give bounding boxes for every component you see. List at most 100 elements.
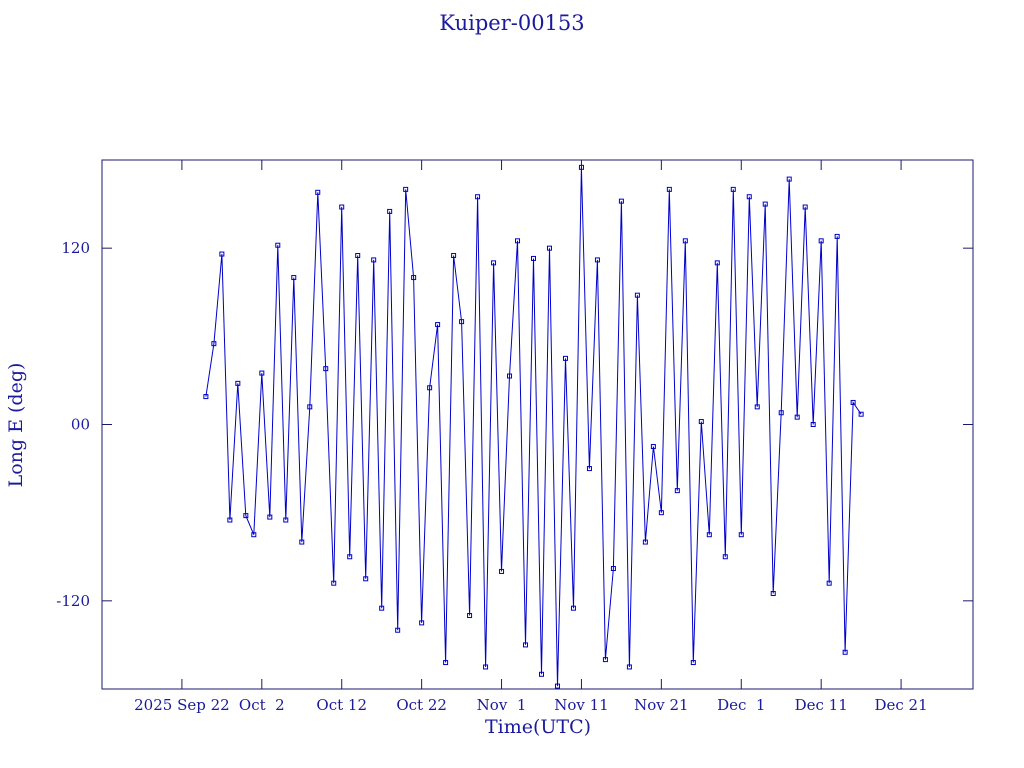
data-point bbox=[451, 253, 457, 259]
data-point bbox=[411, 275, 417, 281]
data-point bbox=[602, 657, 608, 663]
data-point bbox=[658, 510, 664, 516]
data-point bbox=[427, 385, 433, 391]
data-point bbox=[475, 194, 481, 200]
chart-title: Kuiper-00153 bbox=[439, 11, 584, 35]
data-point bbox=[251, 532, 257, 538]
data-point bbox=[315, 189, 321, 195]
data-point bbox=[810, 422, 816, 427]
data-point bbox=[339, 204, 345, 210]
y-axis-label: Long E (deg) bbox=[5, 363, 27, 488]
data-point bbox=[459, 319, 465, 325]
data-point bbox=[443, 660, 449, 666]
x-axis-label: Time(UTC) bbox=[485, 716, 591, 738]
data-point bbox=[770, 590, 776, 596]
data-point bbox=[483, 664, 489, 670]
y-tick-label: 00 bbox=[71, 416, 90, 434]
data-point bbox=[275, 242, 281, 248]
data-point bbox=[355, 253, 361, 259]
data-point bbox=[578, 164, 584, 170]
data-point bbox=[562, 355, 568, 361]
data-point bbox=[786, 176, 792, 182]
x-tick-label: Dec 11 bbox=[795, 696, 848, 714]
data-point bbox=[259, 370, 265, 376]
data-point bbox=[235, 380, 241, 386]
data-point bbox=[267, 514, 273, 520]
data-point bbox=[746, 194, 752, 200]
data-point bbox=[570, 605, 576, 611]
data-point bbox=[307, 404, 313, 410]
data-point bbox=[850, 399, 856, 405]
data-point bbox=[371, 257, 377, 263]
data-point bbox=[802, 204, 808, 210]
data-point bbox=[818, 238, 824, 244]
data-point bbox=[331, 580, 337, 586]
x-tick-label: 2025 Sep 22 bbox=[134, 696, 230, 714]
data-point bbox=[618, 198, 624, 204]
data-point bbox=[586, 466, 592, 472]
x-tick-label: Dec 21 bbox=[874, 696, 927, 714]
x-tick-label: Dec 1 bbox=[717, 696, 765, 714]
data-point bbox=[211, 341, 217, 347]
data-point bbox=[219, 251, 225, 257]
data-point bbox=[395, 627, 401, 633]
data-point bbox=[858, 411, 864, 417]
data-point bbox=[842, 649, 848, 655]
data-point bbox=[826, 580, 832, 586]
data-point bbox=[538, 671, 544, 677]
data-point bbox=[467, 613, 473, 619]
data-point bbox=[642, 539, 648, 545]
data-point bbox=[730, 186, 736, 192]
y-tick-label: -120 bbox=[56, 592, 90, 610]
data-point bbox=[722, 554, 728, 560]
data-point bbox=[499, 568, 505, 574]
data-point bbox=[243, 513, 249, 519]
y-tick-label: 120 bbox=[61, 239, 90, 257]
data-point bbox=[323, 366, 329, 372]
data-point bbox=[507, 373, 513, 379]
x-tick-label: Oct 12 bbox=[316, 696, 367, 714]
data-point bbox=[347, 554, 353, 560]
plot-area bbox=[203, 164, 864, 689]
data-point bbox=[594, 257, 600, 263]
data-point bbox=[379, 605, 385, 611]
data-point bbox=[690, 660, 696, 666]
data-point bbox=[515, 238, 521, 244]
data-point bbox=[738, 532, 744, 538]
data-point bbox=[546, 245, 552, 251]
data-point bbox=[762, 201, 768, 207]
plot-frame bbox=[101, 159, 974, 690]
data-point bbox=[419, 620, 425, 626]
x-tick-label: Nov 1 bbox=[477, 696, 527, 714]
data-point bbox=[203, 394, 209, 400]
data-point bbox=[626, 664, 632, 670]
data-point bbox=[650, 444, 656, 450]
data-point bbox=[754, 404, 760, 410]
data-point bbox=[291, 275, 297, 281]
x-tick-label: Nov 21 bbox=[634, 696, 689, 714]
data-point bbox=[714, 260, 720, 266]
x-tick-label: Oct 2 bbox=[239, 696, 285, 714]
data-point bbox=[403, 186, 409, 192]
data-point bbox=[706, 532, 712, 538]
data-line bbox=[205, 167, 862, 687]
data-point bbox=[778, 410, 784, 416]
data-point bbox=[387, 208, 393, 214]
data-point bbox=[491, 260, 497, 266]
data-point bbox=[363, 576, 369, 582]
x-tick-label: Oct 22 bbox=[396, 696, 447, 714]
data-point bbox=[227, 517, 233, 523]
data-point bbox=[283, 517, 289, 523]
data-point bbox=[682, 238, 688, 244]
x-tick-label: Nov 11 bbox=[554, 696, 609, 714]
data-point bbox=[610, 566, 616, 572]
data-point bbox=[299, 539, 305, 545]
data-point bbox=[834, 233, 840, 239]
data-point bbox=[523, 642, 529, 648]
data-point bbox=[794, 414, 800, 420]
data-point bbox=[531, 255, 537, 261]
data-point bbox=[666, 186, 672, 192]
data-point bbox=[674, 488, 680, 494]
data-point bbox=[698, 419, 704, 425]
data-point bbox=[554, 683, 560, 689]
